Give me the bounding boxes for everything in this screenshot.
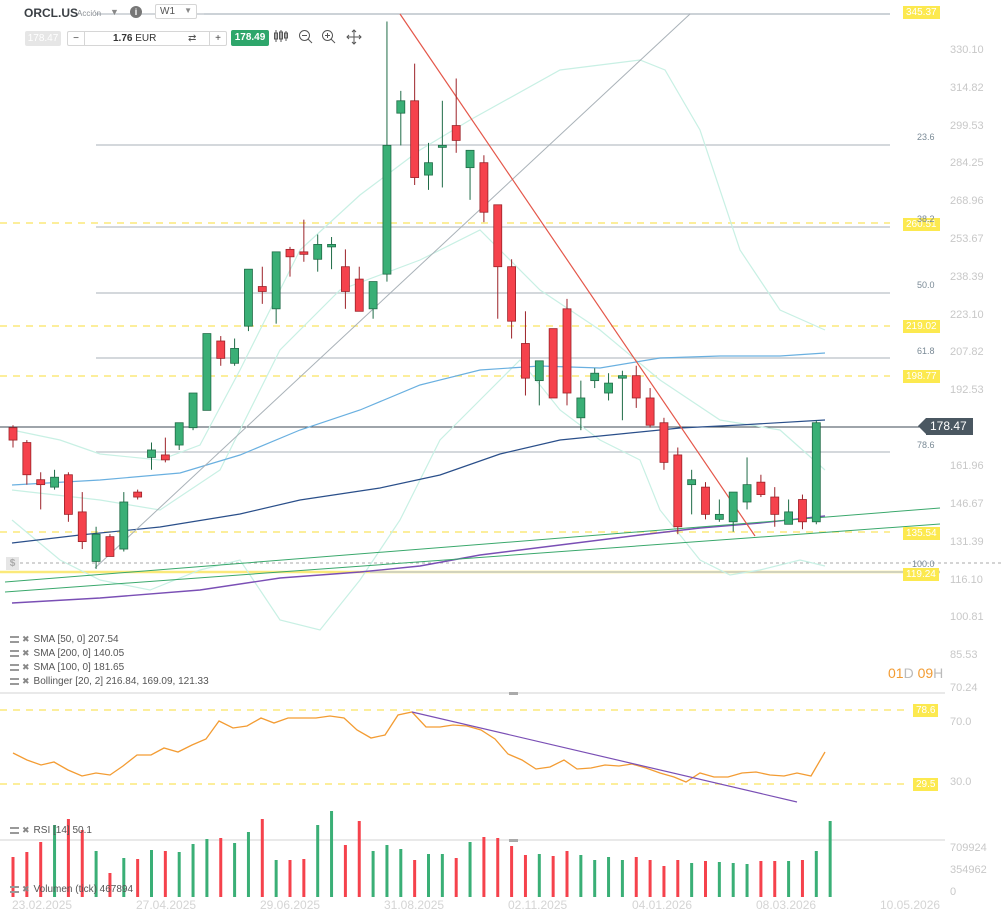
swap-icon[interactable]: ⇄ xyxy=(188,33,197,44)
symbol-dropdown-icon[interactable]: ▼ xyxy=(110,7,119,17)
rsi-axis-label: 30.0 xyxy=(950,776,972,788)
zoom-out-icon[interactable] xyxy=(297,29,315,48)
date-label: 29.06.2025 xyxy=(260,898,321,912)
candles-icon[interactable] xyxy=(272,29,290,46)
remove-icon[interactable]: ✖ xyxy=(22,648,30,658)
quantity-value[interactable]: 1.76 EUR xyxy=(113,32,156,45)
settings-icon[interactable] xyxy=(10,885,19,893)
rsi-upper-tag[interactable]: 78.6 xyxy=(913,704,939,717)
move-icon[interactable] xyxy=(346,29,364,48)
sell-price-button[interactable]: 178.47 xyxy=(25,31,61,46)
level-tag[interactable]: 119.24 xyxy=(903,568,939,581)
instrument-type: Acción xyxy=(77,9,102,18)
fib-label: 38.2 xyxy=(917,214,935,224)
legend-rsi[interactable]: ✖ RSI [14] 50.1 xyxy=(10,825,92,836)
candle-countdown: 01D 09H xyxy=(888,665,943,681)
zoom-in-icon[interactable] xyxy=(320,29,338,48)
legend-sma200[interactable]: ✖ SMA [200, 0] 140.05 xyxy=(10,648,124,659)
level-tag[interactable]: 198.77 xyxy=(903,370,940,383)
price-label: 116.10 xyxy=(950,574,983,586)
date-label: 27.04.2025 xyxy=(136,898,197,912)
legend-text: SMA [100, 0] 181.65 xyxy=(33,662,125,673)
buy-price-button[interactable]: 178.49 xyxy=(231,30,269,46)
rsi-axis-label: 70.0 xyxy=(950,716,972,728)
price-label: 253.67 xyxy=(950,233,984,245)
price-label: 131.39 xyxy=(950,536,984,548)
legend-bollinger[interactable]: ✖ Bollinger [20, 2] 216.84, 169.09, 121.3… xyxy=(10,676,209,687)
legend-text: Volumen (tick) 467894 xyxy=(33,884,134,895)
legend-text: Bollinger [20, 2] 216.84, 169.09, 121.33 xyxy=(33,676,209,687)
date-label: 02.11.2025 xyxy=(508,898,568,912)
price-label: 100.81 xyxy=(950,611,984,623)
date-label: 04.01.2026 xyxy=(632,898,693,912)
level-tag[interactable]: 135.54 xyxy=(903,527,940,540)
current-price-tag: 178.47 xyxy=(918,418,973,435)
quantity-number: 1.76 xyxy=(113,33,133,44)
remove-icon[interactable]: ✖ xyxy=(22,676,30,686)
quantity-currency: EUR xyxy=(135,33,157,44)
fib-label: 61.8 xyxy=(917,346,935,356)
price-label: 238.39 xyxy=(950,271,984,283)
chevron-down-icon: ▼ xyxy=(184,6,192,15)
price-label: 192.53 xyxy=(950,384,984,396)
remove-icon[interactable]: ✖ xyxy=(22,634,30,644)
price-label: 268.96 xyxy=(950,195,984,207)
decrease-button[interactable]: − xyxy=(68,32,85,45)
date-label: 23.02.2025 xyxy=(12,898,73,912)
currency-icon[interactable]: $ xyxy=(6,557,19,570)
date-label: 31.08.2025 xyxy=(384,898,445,912)
volume-axis-label: 709924 xyxy=(950,842,987,854)
fib-label: 78.6 xyxy=(917,440,935,450)
rsi-lower-tag[interactable]: 29.5 xyxy=(913,778,939,791)
level-tag-top[interactable]: 345.37 xyxy=(903,6,940,19)
settings-icon[interactable] xyxy=(10,635,19,643)
price-label: 85.53 xyxy=(950,649,978,661)
timeframe-value: W1 xyxy=(160,6,175,17)
price-label: 284.25 xyxy=(950,157,984,169)
settings-icon[interactable] xyxy=(10,663,19,671)
remove-icon[interactable]: ✖ xyxy=(22,662,30,672)
settings-icon[interactable] xyxy=(10,826,19,834)
increase-button[interactable]: + xyxy=(209,32,226,45)
fib-label: 50.0 xyxy=(917,280,935,290)
legend-text: RSI [14] 50.1 xyxy=(33,825,92,836)
quantity-stepper[interactable]: − 1.76 EUR ⇄ + xyxy=(67,31,227,46)
date-label: 10.05.2026 xyxy=(880,898,941,912)
countdown-hours-unit: H xyxy=(933,665,944,681)
fib-label: 100.0 xyxy=(912,559,935,569)
countdown-days: 01 xyxy=(888,665,904,681)
volume-axis-label: 354962 xyxy=(950,864,987,876)
symbol-name[interactable]: ORCL.US xyxy=(24,6,78,20)
fib-label: 23.6 xyxy=(917,132,935,142)
price-label: 70.24 xyxy=(950,682,978,694)
toolbar: ORCL.US Acción ▼ i W1 ▼ 178.47 − 1.76 EUR… xyxy=(0,0,1003,50)
price-label: 146.67 xyxy=(950,498,984,510)
settings-icon[interactable] xyxy=(10,677,19,685)
remove-icon[interactable]: ✖ xyxy=(22,825,30,835)
legend-text: SMA [200, 0] 140.05 xyxy=(33,648,125,659)
remove-icon[interactable]: ✖ xyxy=(22,884,30,894)
countdown-hours: 09 xyxy=(917,665,934,681)
info-icon[interactable]: i xyxy=(130,6,142,18)
legend-volume[interactable]: ✖ Volumen (tick) 467894 xyxy=(10,884,133,895)
price-label: 207.82 xyxy=(950,346,984,358)
price-label: 223.10 xyxy=(950,309,984,321)
legend-text: SMA [50, 0] 207.54 xyxy=(33,634,119,645)
legend-sma50[interactable]: ✖ SMA [50, 0] 207.54 xyxy=(10,634,119,645)
countdown-days-unit: D xyxy=(903,665,914,681)
price-label: 299.53 xyxy=(950,120,984,132)
price-label: 314.82 xyxy=(950,82,984,94)
settings-icon[interactable] xyxy=(10,649,19,657)
price-label: 161.96 xyxy=(950,460,984,472)
timeframe-select[interactable]: W1 ▼ xyxy=(155,4,197,19)
price-label: 330.10 xyxy=(950,44,984,56)
date-label: 08.03.2026 xyxy=(756,898,817,912)
volume-axis-label: 0 xyxy=(950,886,957,898)
level-tag[interactable]: 219.02 xyxy=(903,320,940,333)
legend-sma100[interactable]: ✖ SMA [100, 0] 181.65 xyxy=(10,662,124,673)
level-tag[interactable]: 260.51 xyxy=(903,218,940,231)
